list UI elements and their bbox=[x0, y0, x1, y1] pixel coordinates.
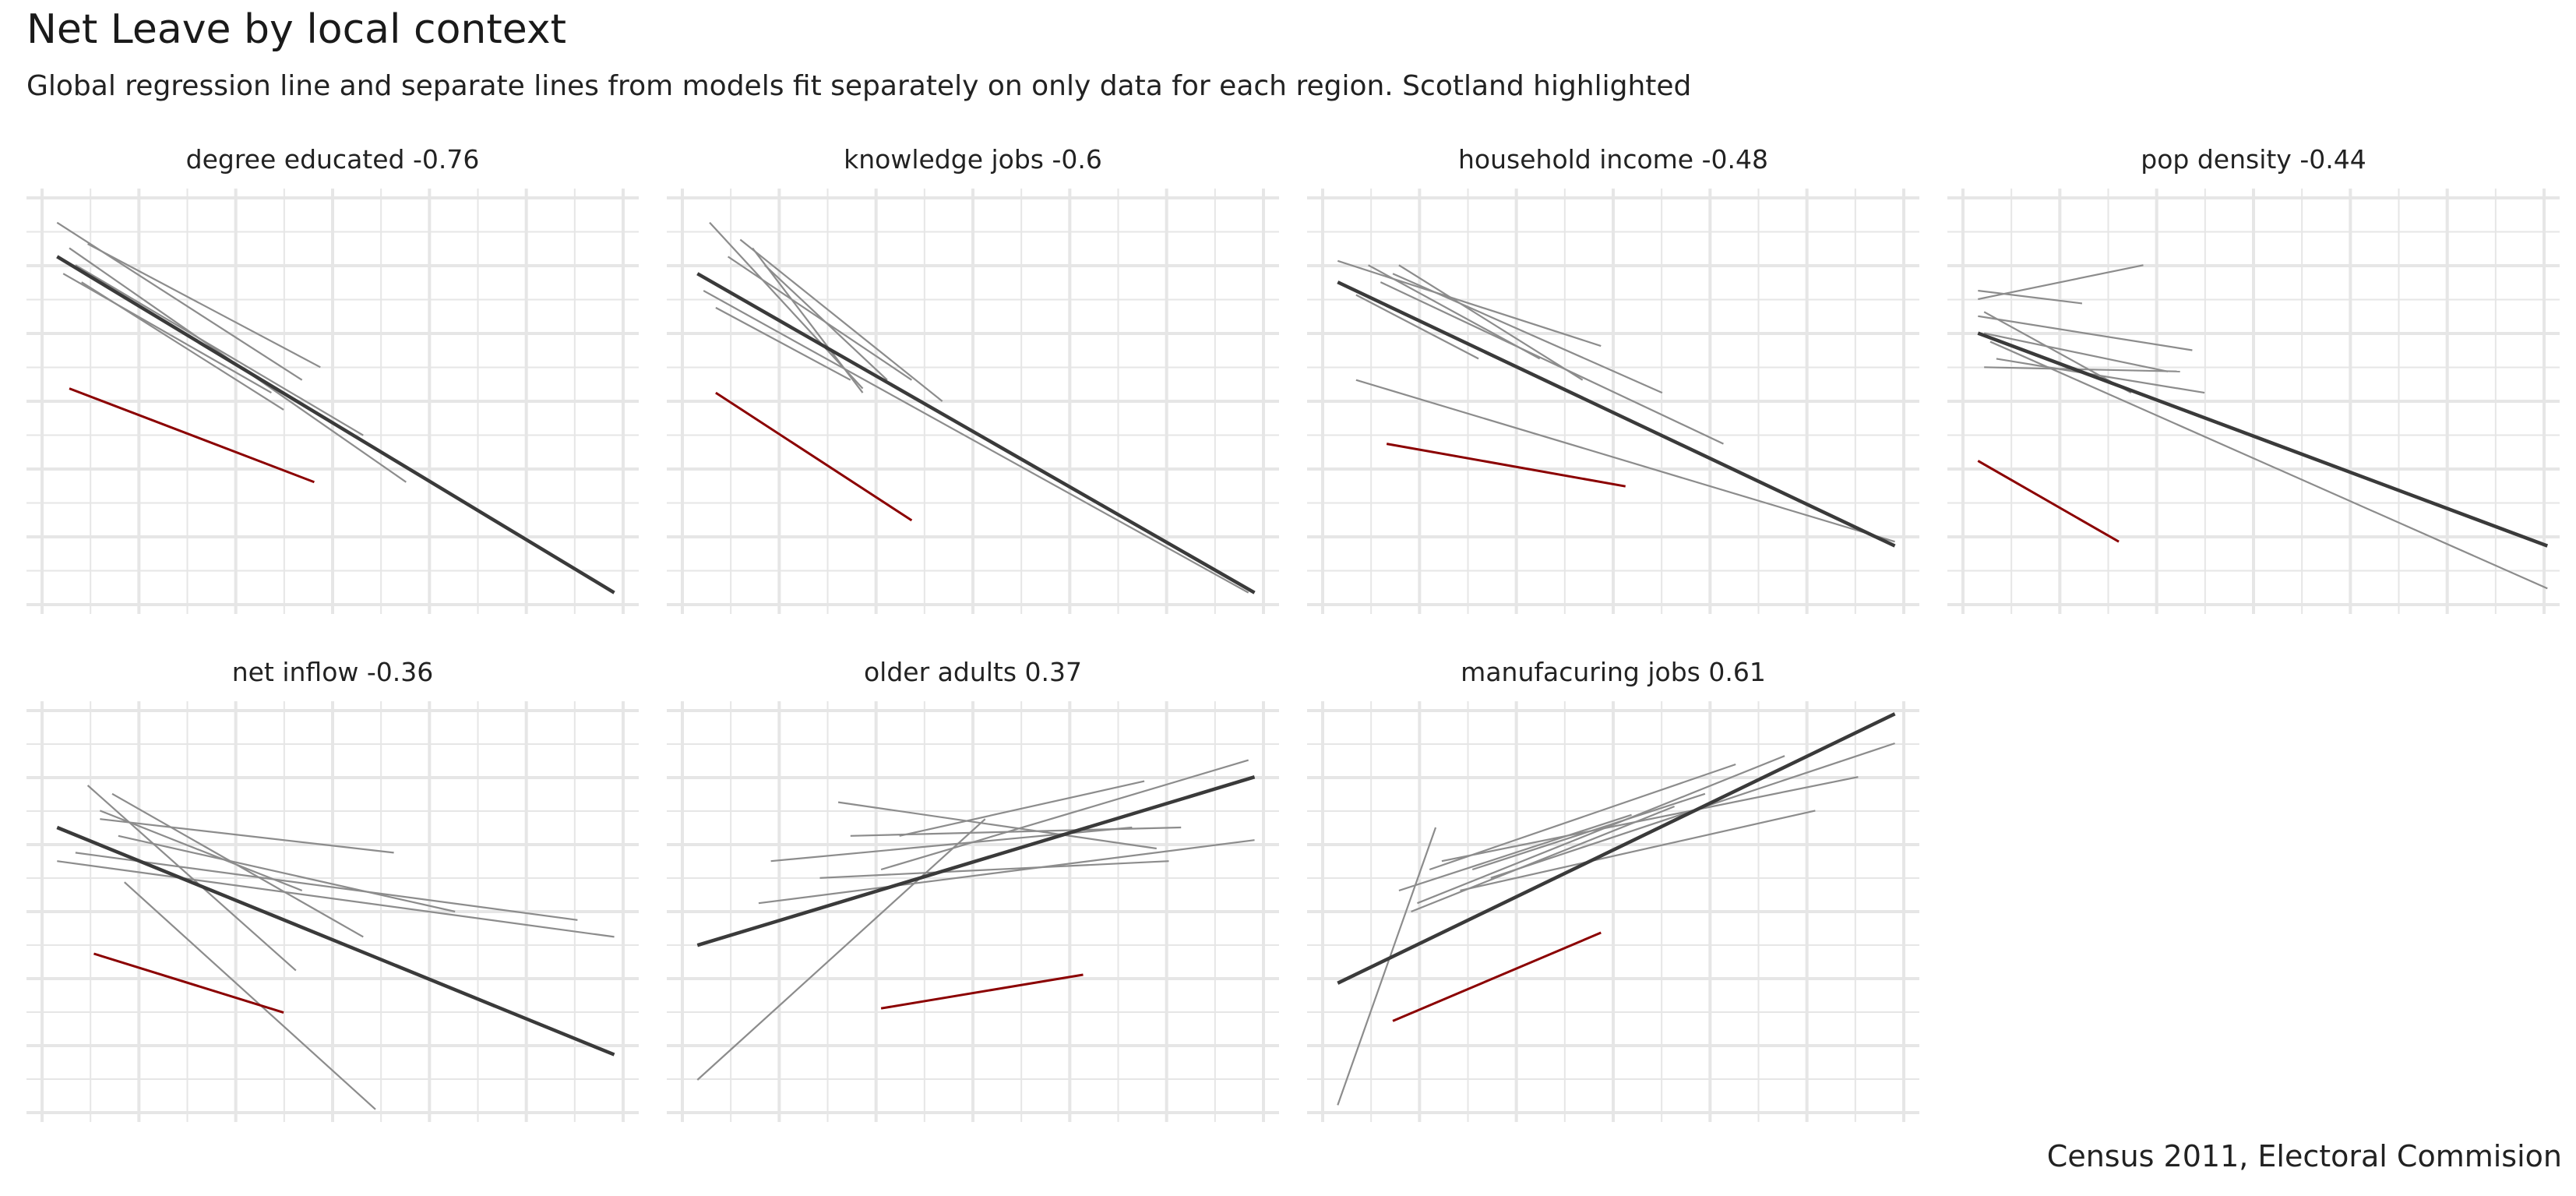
region-regression-line bbox=[739, 238, 943, 402]
region-regression-line bbox=[1355, 379, 1895, 543]
global-regression-line bbox=[696, 272, 1256, 594]
region-regression-line bbox=[1441, 776, 1859, 863]
scotland-regression-line bbox=[880, 973, 1084, 1010]
region-regression-line bbox=[81, 281, 284, 411]
panel-gridlines bbox=[26, 189, 639, 614]
region-regression-line bbox=[1337, 827, 1437, 1106]
panel-gridlines bbox=[667, 189, 1279, 614]
region-regression-line bbox=[1392, 273, 1663, 394]
region-regression-line bbox=[1978, 289, 2083, 305]
region-regression-line bbox=[75, 852, 578, 921]
panel-title: household income -0.48 bbox=[1458, 144, 1768, 175]
region-regression-line bbox=[1989, 340, 2548, 590]
facet-panel: household income -0.48 bbox=[1307, 144, 1919, 614]
chart-title: Net Leave by local context bbox=[26, 6, 567, 53]
region-regression-line bbox=[86, 785, 297, 972]
region-regression-line bbox=[764, 264, 888, 381]
panel-title: net inflow -0.36 bbox=[232, 657, 434, 687]
global-regression-line bbox=[56, 825, 615, 1057]
global-regression-line bbox=[1337, 280, 1896, 548]
region-regression-line bbox=[1983, 311, 2132, 394]
chart-subtitle: Global regression line and separate line… bbox=[26, 70, 1692, 102]
region-regression-line bbox=[124, 881, 376, 1110]
scotland-regression-line bbox=[1386, 443, 1626, 488]
region-regression-line bbox=[1460, 810, 1816, 892]
panel-gridlines bbox=[1307, 701, 1919, 1122]
scotland-regression-line bbox=[715, 391, 913, 522]
panel-title: knowledge jobs -0.6 bbox=[844, 144, 1102, 175]
chart-caption: Census 2011, Electoral Commision bbox=[2046, 1139, 2562, 1173]
region-regression-line bbox=[62, 273, 272, 394]
region-regression-line bbox=[75, 264, 364, 436]
region-regression-line bbox=[118, 834, 456, 913]
region-regression-line bbox=[899, 780, 1145, 837]
region-regression-line bbox=[1398, 264, 1584, 381]
region-regression-line bbox=[100, 818, 394, 854]
panel-gridlines bbox=[26, 701, 639, 1122]
region-regression-line bbox=[87, 243, 321, 369]
scotland-regression-line bbox=[1977, 460, 2120, 543]
facet-panel: degree educated -0.76 bbox=[26, 144, 639, 614]
region-regression-line bbox=[1429, 763, 1736, 871]
facet-panel: manufacuring jobs 0.61 bbox=[1307, 657, 1919, 1122]
panel-title: older adults 0.37 bbox=[864, 657, 1082, 687]
region-regression-line bbox=[819, 860, 1169, 879]
region-regression-line bbox=[1411, 805, 1676, 913]
panel-title: pop density -0.44 bbox=[2141, 144, 2366, 175]
global-regression-line bbox=[1977, 331, 2549, 548]
region-regression-line bbox=[696, 818, 986, 1081]
region-regression-line bbox=[1978, 315, 2193, 351]
region-regression-line bbox=[1471, 792, 1706, 871]
global-regression-line bbox=[56, 255, 615, 594]
panel-gridlines bbox=[667, 701, 1279, 1122]
region-regression-line bbox=[1337, 259, 1602, 348]
panel-gridlines bbox=[1307, 189, 1919, 614]
region-regression-line bbox=[837, 801, 1157, 850]
panel-title: degree educated -0.76 bbox=[186, 144, 480, 175]
facet-panel: knowledge jobs -0.6 bbox=[667, 144, 1279, 614]
scotland-regression-line bbox=[69, 387, 315, 484]
region-regression-line bbox=[1398, 813, 1632, 892]
region-regression-line bbox=[709, 221, 864, 390]
global-regression-line bbox=[696, 775, 1256, 947]
region-regression-line bbox=[1355, 294, 1479, 360]
panel-gridlines bbox=[1947, 189, 2560, 614]
global-regression-line bbox=[1337, 712, 1896, 985]
region-regression-line bbox=[1996, 358, 2205, 394]
region-regression-line bbox=[99, 810, 303, 892]
region-regression-line bbox=[1380, 281, 1724, 445]
region-regression-line bbox=[1984, 366, 2180, 372]
scotland-regression-line bbox=[93, 952, 284, 1014]
region-regression-line bbox=[880, 759, 1249, 871]
region-regression-line bbox=[1983, 332, 2169, 372]
region-regression-line bbox=[715, 306, 851, 381]
region-regression-line bbox=[758, 839, 1255, 905]
region-regression-line bbox=[703, 290, 1249, 594]
panel-title: manufacuring jobs 0.61 bbox=[1461, 657, 1766, 687]
region-regression-line bbox=[57, 860, 615, 938]
facet-panel: older adults 0.37 bbox=[667, 657, 1279, 1122]
facet-panel: pop density -0.44 bbox=[1947, 144, 2560, 614]
scotland-regression-line bbox=[1392, 931, 1602, 1022]
region-regression-line bbox=[727, 256, 913, 381]
facet-panel: net inflow -0.36 bbox=[26, 657, 639, 1122]
